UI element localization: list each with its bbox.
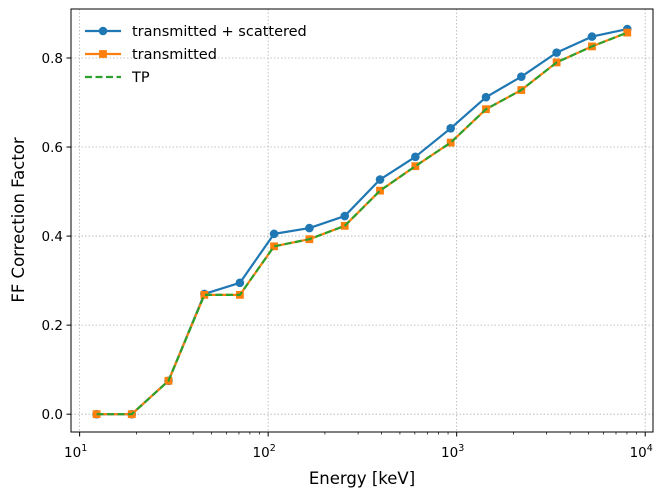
data-point xyxy=(269,229,279,239)
data-point xyxy=(481,92,491,102)
x-tick-label-exponent: 1 xyxy=(81,443,87,454)
data-point xyxy=(375,175,385,184)
data-point xyxy=(235,278,245,288)
y-tick-label: 0.4 xyxy=(42,229,63,245)
data-point xyxy=(376,186,384,195)
y-tick-label: 0.6 xyxy=(42,140,63,156)
data-point xyxy=(340,211,350,221)
grid xyxy=(71,9,653,432)
x-tick-label-exponent: 2 xyxy=(270,443,276,454)
data-point xyxy=(411,152,420,162)
x-tick-label-base: 10 xyxy=(441,445,458,461)
y-tick-label: 0.8 xyxy=(42,51,63,67)
x-tick-label: 101 xyxy=(64,443,87,461)
legend-marker xyxy=(98,26,108,36)
data-point xyxy=(552,48,561,57)
x-tick-label-base: 10 xyxy=(64,445,81,461)
data-point xyxy=(446,124,455,133)
x-tick-label-base: 10 xyxy=(253,445,270,461)
legend-label: transmitted + scattered xyxy=(132,24,307,40)
data-point xyxy=(305,223,314,233)
x-axis-label: Energy [keV] xyxy=(309,469,415,488)
plot-frame xyxy=(70,8,654,433)
data-point xyxy=(92,410,101,419)
data-point xyxy=(270,242,278,251)
legend-marker xyxy=(99,50,107,58)
y-axis-label: FF Correction Factor xyxy=(9,137,28,303)
series-tp xyxy=(96,31,628,416)
series-layer xyxy=(92,24,632,419)
legend-item-tp: TP xyxy=(85,70,150,86)
data-point xyxy=(411,162,420,171)
x-tick-label-base: 10 xyxy=(630,445,647,461)
plot-area xyxy=(71,9,653,432)
x-tick-label: 103 xyxy=(441,443,464,461)
series-line-tp xyxy=(96,31,628,416)
y-tick-label: 0.0 xyxy=(42,407,63,423)
y-tick-label: 0.2 xyxy=(42,318,63,334)
data-point xyxy=(623,28,632,37)
legend-label: transmitted xyxy=(132,47,217,63)
x-tick-label-exponent: 4 xyxy=(647,443,653,454)
data-point xyxy=(587,32,597,41)
data-point xyxy=(200,290,209,299)
x-tick-label-exponent: 3 xyxy=(458,443,464,454)
legend: transmitted + scattered transmitted TP xyxy=(85,24,307,86)
data-point xyxy=(446,138,455,147)
legend-label: TP xyxy=(131,70,150,86)
data-point xyxy=(517,72,526,81)
x-tick-label: 104 xyxy=(630,443,653,461)
legend-item-transmitted-scattered: transmitted + scattered xyxy=(85,24,307,40)
legend-item-transmitted: transmitted xyxy=(85,47,217,63)
x-tick-label: 102 xyxy=(253,443,276,461)
